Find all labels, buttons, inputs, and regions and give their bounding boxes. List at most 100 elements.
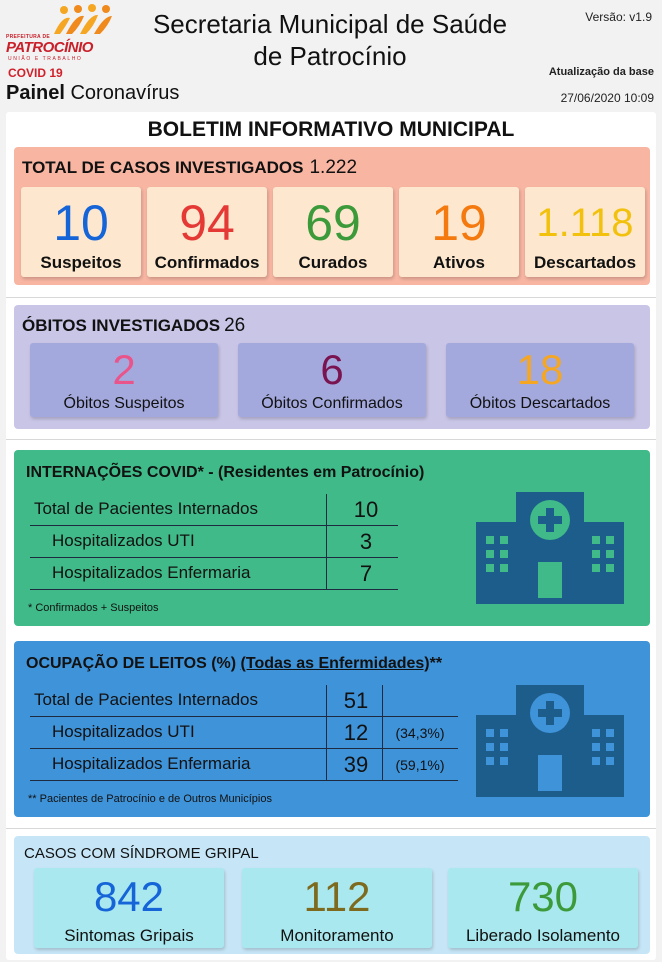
row-percent: (34,3%): [395, 725, 445, 741]
grip-label: Liberado Isolamento: [465, 926, 621, 945]
internacoes-panel: INTERNAÇÕES COVID* - (Residentes em Patr…: [14, 450, 650, 626]
grip-value: 112: [303, 873, 371, 920]
painel-title: Painel Coronavírus: [6, 82, 179, 105]
page-title-line1: Secretaria Municipal de Saúde: [152, 9, 508, 39]
table-divider: [382, 685, 383, 781]
internacoes-subtitle: (Residentes em Patrocínio): [218, 464, 425, 481]
table-divider: [326, 494, 327, 590]
obitos-total: 26: [224, 315, 246, 336]
row-label: Hospitalizados Enfermaria: [52, 563, 251, 582]
obito-box-descartados[interactable]: 18 Óbitos Descartados: [446, 343, 634, 417]
row-label: Hospitalizados UTI: [52, 722, 195, 741]
boletim-card: BOLETIM INFORMATIVO MUNICIPAL TOTAL DE C…: [6, 112, 656, 960]
leitos-subtitle: (Todas as Enfermidades): [240, 655, 430, 672]
prefeitura-logo: PREFEITURA DE PATROCÍNIO UNIÃO E TRABALH…: [6, 4, 116, 64]
case-box-curados[interactable]: 69 Curados: [273, 187, 393, 277]
obito-value: 18: [516, 346, 564, 393]
case-box-confirmados[interactable]: 94 Confirmados: [147, 187, 267, 277]
case-value: 10: [53, 195, 109, 251]
version-label: Versão: v1.9: [585, 10, 652, 24]
case-box-ativos[interactable]: 19 Ativos: [399, 187, 519, 277]
grip-box-sintomas[interactable]: 842 Sintomas Gripais: [34, 868, 224, 948]
row-value: 7: [359, 561, 373, 586]
section-divider: [6, 439, 656, 440]
row-value: 12: [343, 720, 369, 745]
page-title-line2: de Patrocínio: [253, 41, 407, 71]
casos-total: 1.222: [309, 157, 358, 178]
row-percent: (59,1%): [395, 757, 445, 773]
obito-value: 2: [112, 346, 136, 393]
obito-label: Óbitos Suspeitos: [63, 395, 185, 412]
obito-label: Óbitos Confirmados: [261, 395, 403, 412]
case-label: Descartados: [533, 253, 637, 272]
internacoes-footnote: * Confirmados + Suspeitos: [28, 602, 159, 614]
grip-value: 842: [93, 873, 165, 920]
logo-prefeitura-text: PREFEITURA DE: [6, 34, 50, 40]
grip-label: Sintomas Gripais: [64, 926, 194, 945]
logo-motto: UNIÃO E TRABALHO: [8, 56, 83, 62]
case-value: 94: [179, 195, 235, 251]
leitos-footnote: ** Pacientes de Patrocínio e de Outros M…: [28, 793, 272, 805]
row-value: 10: [353, 497, 379, 522]
case-value: 1.118: [536, 201, 634, 245]
update-timestamp: 27/06/2020 10:09: [560, 91, 654, 105]
obito-box-suspeitos[interactable]: 2 Óbitos Suspeitos: [30, 343, 218, 417]
page-title: Secretaria Municipal de Saúde de Patrocí…: [120, 8, 540, 72]
grip-box-monitoramento[interactable]: 112 Monitoramento: [242, 868, 432, 948]
logo-city-name: PATROCÍNIO: [6, 39, 93, 56]
hospital-icon: [476, 685, 624, 797]
table-row: Hospitalizados Enfermaria 39 (59,1%): [30, 749, 458, 781]
painel-bold: Painel: [6, 82, 65, 104]
grip-box-liberado[interactable]: 730 Liberado Isolamento: [448, 868, 638, 948]
table-row: Hospitalizados UTI 12 (34,3%): [30, 717, 458, 749]
casos-title: TOTAL DE CASOS INVESTIGADOS 1.222: [22, 157, 357, 179]
obitos-title: ÓBITOS INVESTIGADOS 26: [22, 315, 245, 337]
gripal-title: CASOS COM SÍNDROME GRIPAL: [24, 845, 259, 862]
table-divider: [326, 685, 327, 781]
case-value: 69: [305, 195, 361, 251]
row-label: Total de Pacientes Internados: [34, 690, 258, 709]
section-divider: [6, 297, 656, 298]
casos-panel: TOTAL DE CASOS INVESTIGADOS 1.222 10 Susp…: [14, 147, 650, 285]
case-label: Ativos: [433, 253, 485, 272]
painel-rest: Coronavírus: [64, 82, 180, 104]
table-row: Hospitalizados UTI 3: [30, 526, 398, 558]
internacoes-title: INTERNAÇÕES COVID* - (Residentes em Patr…: [26, 464, 424, 482]
obitos-title-text: ÓBITOS INVESTIGADOS: [22, 316, 221, 335]
leitos-subtitle-suffix: **: [429, 655, 443, 672]
table-row: Hospitalizados Enfermaria 7: [30, 558, 398, 590]
obito-value: 6: [320, 346, 344, 393]
table-row: Total de Pacientes Internados 10: [30, 494, 398, 526]
people-logo-icon: [54, 4, 112, 34]
update-label: Atualização da base: [548, 66, 654, 78]
case-label: Confirmados: [154, 253, 260, 272]
leitos-title: OCUPAÇÃO DE LEITOS (%) (Todas as Enfermi…: [26, 655, 442, 673]
leitos-title-text: OCUPAÇÃO DE LEITOS (%): [26, 655, 237, 672]
grip-value: 730: [507, 873, 579, 920]
case-box-descartados[interactable]: 1.118 Descartados: [525, 187, 645, 277]
row-label: Hospitalizados Enfermaria: [52, 754, 251, 773]
table-row: Total de Pacientes Internados 51: [30, 685, 458, 717]
row-value: 51: [343, 688, 369, 713]
obito-label: Óbitos Descartados: [469, 395, 611, 412]
row-label: Hospitalizados UTI: [52, 531, 195, 550]
gripal-panel: CASOS COM SÍNDROME GRIPAL 842 Sintomas G…: [14, 836, 650, 954]
section-divider: [6, 828, 656, 829]
obito-box-confirmados[interactable]: 6 Óbitos Confirmados: [238, 343, 426, 417]
leitos-panel: OCUPAÇÃO DE LEITOS (%) (Todas as Enfermi…: [14, 641, 650, 817]
hospital-icon: [476, 492, 624, 604]
case-label: Curados: [298, 253, 368, 272]
covid-label: COVID 19: [8, 66, 63, 80]
casos-title-text: TOTAL DE CASOS INVESTIGADOS: [22, 158, 304, 177]
row-label: Total de Pacientes Internados: [34, 499, 258, 518]
internacoes-title-text: INTERNAÇÕES COVID* -: [26, 464, 214, 481]
case-label: Suspeitos: [40, 253, 122, 272]
obitos-panel: ÓBITOS INVESTIGADOS 26 2 Óbitos Suspeitos…: [14, 305, 650, 429]
header: PREFEITURA DE PATROCÍNIO UNIÃO E TRABALH…: [0, 0, 662, 110]
row-value: 3: [359, 529, 373, 554]
case-box-suspeitos[interactable]: 10 Suspeitos: [21, 187, 141, 277]
grip-label: Monitoramento: [280, 926, 394, 945]
row-value: 39: [343, 752, 369, 777]
boletim-title: BOLETIM INFORMATIVO MUNICIPAL: [147, 118, 515, 141]
case-value: 19: [431, 195, 487, 251]
